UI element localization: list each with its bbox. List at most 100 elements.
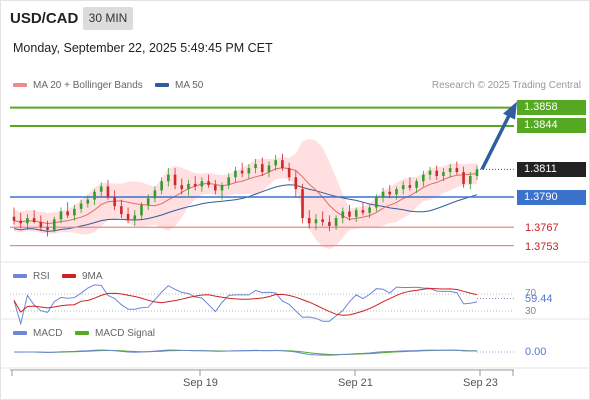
rsi-level-30: 30	[525, 306, 537, 317]
legend-rsi-label: RSI	[33, 271, 50, 282]
candle-body	[267, 165, 271, 173]
rsi-value: 59.44	[525, 293, 553, 305]
candle-body	[214, 185, 217, 191]
candle-body	[32, 218, 36, 222]
grid	[0, 261, 590, 369]
candle-body	[388, 191, 392, 195]
candle-body	[462, 172, 465, 184]
rsi-level-70: 70	[525, 288, 537, 299]
candle-body	[93, 191, 96, 200]
forecast-arrow	[480, 101, 517, 171]
bollinger-band	[14, 139, 477, 250]
candle-body	[415, 181, 418, 188]
macd-signal-swatch-icon	[75, 331, 89, 336]
x-tick-sep19: Sep 19	[183, 377, 218, 389]
candle-body	[361, 210, 365, 213]
macd-panel	[13, 349, 514, 356]
candle-body	[281, 160, 284, 169]
candle-body	[468, 175, 472, 184]
candle-body	[153, 190, 157, 199]
candle-body	[368, 207, 371, 213]
candle-body	[328, 221, 331, 226]
rsi-swatch-icon	[13, 274, 27, 279]
candle-body	[79, 203, 83, 209]
rsi-line	[13, 284, 478, 326]
legend-rsi: RSI	[13, 271, 50, 282]
candle-body	[140, 204, 143, 216]
candle-body	[307, 218, 311, 224]
candle-body	[146, 198, 150, 205]
candle-body	[448, 168, 452, 173]
legend-macd-signal: MACD Signal	[75, 328, 155, 339]
legend-ma50: MA 50	[155, 80, 203, 91]
forecast-arrow-shaft	[480, 114, 511, 171]
candle-body	[86, 199, 90, 204]
candle-body	[220, 185, 224, 191]
candle-body	[254, 164, 257, 169]
candle-body	[167, 174, 170, 182]
candles	[12, 153, 479, 237]
ma20-swatch-icon	[13, 83, 27, 88]
timeframe-button[interactable]: 30 MIN	[83, 7, 133, 30]
legend-rsi-ma: 9MA	[62, 271, 103, 282]
legend-ma20: MA 20 + Bollinger Bands	[13, 80, 143, 91]
legend-ma50-label: MA 50	[175, 80, 204, 91]
candle-body	[173, 174, 177, 186]
candle-body	[428, 170, 432, 175]
forecast-arrow-head	[503, 101, 517, 120]
candle-body	[287, 168, 291, 178]
level-r2-box: 1.3858	[517, 100, 586, 115]
candle-body	[52, 219, 56, 230]
candle-body	[260, 164, 264, 173]
candle-body	[207, 181, 210, 186]
legend-rsi-ma-label: 9MA	[82, 271, 103, 282]
candle-body	[113, 197, 116, 207]
x-axis	[10, 369, 514, 376]
level-r1-box: 1.3844	[517, 118, 586, 133]
ma20-line	[13, 167, 478, 225]
candle-body	[180, 185, 184, 190]
candle-body	[294, 177, 298, 190]
candle-body	[274, 160, 277, 166]
level-s1-label: 1.3767	[525, 222, 559, 234]
candle-body	[341, 211, 345, 219]
candle-body	[240, 170, 244, 174]
candle-body	[200, 181, 204, 187]
candle-body	[59, 211, 63, 220]
legend-macd-signal-label: MACD Signal	[95, 328, 156, 339]
legend-macd: MACD	[13, 328, 62, 339]
candle-body	[160, 181, 163, 191]
candle-body	[455, 168, 459, 173]
candle-body	[126, 214, 130, 220]
candle-body	[401, 185, 405, 190]
macd-swatch-icon	[13, 331, 27, 336]
candle-body	[348, 211, 351, 217]
level-last-box: 1.3811	[517, 162, 586, 177]
candle-body	[475, 169, 479, 176]
level-pivot-box: 1.3790	[517, 190, 586, 205]
datetime-label: Monday, September 22, 2025 5:49:45 PM CE…	[13, 41, 273, 55]
candle-body	[227, 177, 231, 186]
candle-body	[66, 211, 69, 216]
candle-body	[12, 216, 16, 221]
candle-body	[26, 218, 29, 224]
candle-body	[73, 208, 76, 216]
candle-body	[106, 186, 110, 197]
pair-title: USD/CAD	[10, 10, 79, 27]
level-s2-label: 1.3753	[525, 241, 559, 253]
candle-body	[435, 170, 439, 176]
candle-body	[301, 189, 304, 219]
rsi-panel	[10, 284, 514, 326]
candle-body	[187, 183, 190, 190]
macd-line	[13, 349, 478, 356]
macd-value: 0.00	[525, 346, 547, 358]
rsi-ma-swatch-icon	[62, 274, 76, 279]
legend-macd-label: MACD	[33, 328, 63, 339]
candle-body	[39, 221, 43, 228]
x-tick-sep23: Sep 23	[463, 377, 498, 389]
candle-body	[46, 227, 49, 230]
rsi-ma-line	[13, 287, 478, 316]
candle-body	[120, 206, 123, 215]
candle-body	[422, 174, 425, 182]
candle-body	[133, 215, 137, 220]
